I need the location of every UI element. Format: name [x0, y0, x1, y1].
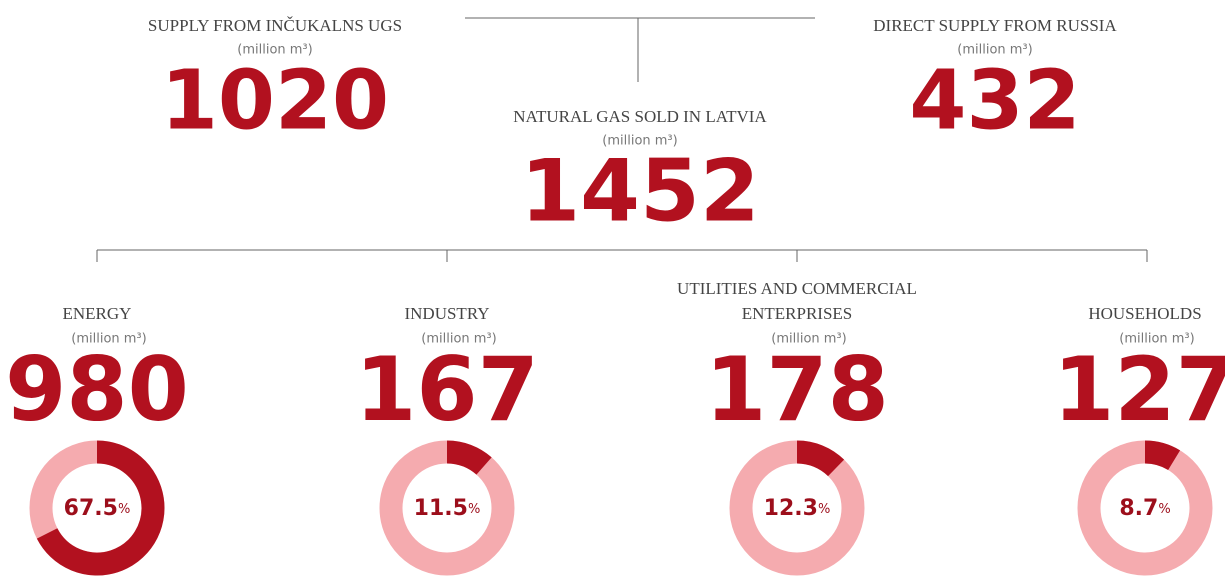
percent-unit: %: [1158, 502, 1170, 517]
segment-label: ENERGY: [63, 304, 132, 323]
percent-unit: %: [468, 502, 480, 517]
source-label: DIRECT SUPPLY FROM RUSSIA: [873, 16, 1117, 35]
segment-unit: (million m³): [421, 332, 496, 347]
segment-label: UTILITIES AND COMMERCIAL: [677, 279, 917, 298]
source-value: 432: [909, 53, 1080, 148]
donut-arc: [796, 440, 845, 477]
percent-unit: %: [818, 502, 830, 517]
percent-value: 12.3: [764, 496, 818, 521]
percent-value: 67.5: [64, 496, 118, 521]
segment-value: 178: [705, 338, 889, 441]
donut-arc: [1144, 440, 1181, 471]
percent-unit: %: [118, 502, 130, 517]
segment-unit: (million m³): [771, 332, 846, 347]
total-unit: (million m³): [602, 134, 677, 149]
donut-percent: 12.3%: [764, 496, 831, 521]
segment-value: 127: [1053, 338, 1225, 441]
source-label: SUPPLY FROM INČUKALNS UGS: [148, 16, 402, 35]
donut-percent: 8.7%: [1119, 496, 1170, 521]
segment-label: HOUSEHOLDS: [1088, 304, 1201, 323]
segment-unit: (million m³): [1119, 332, 1194, 347]
donut-arc: [446, 440, 492, 475]
total-label: NATURAL GAS SOLD IN LATVIA: [513, 107, 767, 126]
percent-value: 11.5: [414, 496, 468, 521]
percent-value: 8.7: [1119, 496, 1158, 521]
source-value: 1020: [161, 53, 389, 148]
segment-value: 167: [355, 338, 539, 441]
segment-unit: (million m³): [71, 332, 146, 347]
source-unit: (million m³): [237, 43, 312, 58]
total-value: 1452: [520, 141, 759, 241]
source-unit: (million m³): [957, 43, 1032, 58]
donut-percent: 11.5%: [414, 496, 481, 521]
segment-label: INDUSTRY: [404, 304, 489, 323]
donut-percent: 67.5%: [64, 496, 131, 521]
segment-label: ENTERPRISES: [742, 304, 853, 323]
segment-value: 980: [5, 338, 189, 441]
donut-arc: [36, 440, 165, 576]
